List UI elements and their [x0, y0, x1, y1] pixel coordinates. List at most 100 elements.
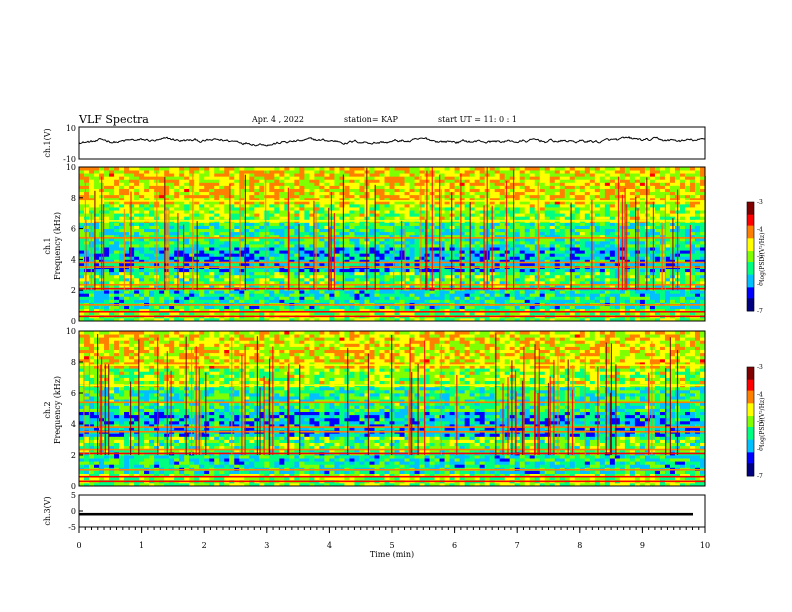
spec1-cell — [544, 305, 551, 310]
spec1-cell — [434, 271, 440, 276]
spec1-cell — [104, 225, 110, 229]
spec1-cell — [469, 268, 476, 273]
spec1-cell — [574, 225, 581, 229]
spec1-cell — [359, 280, 365, 285]
spec1-cell — [214, 244, 220, 248]
spec1-cell — [244, 247, 250, 251]
spec1-cell — [549, 253, 556, 257]
spec1-cell — [539, 244, 546, 248]
spec1-cell — [289, 277, 295, 282]
spec1-cell — [374, 231, 380, 236]
spec1-cell — [259, 262, 265, 266]
spec1-cell — [229, 262, 235, 266]
spec1-cell — [249, 231, 255, 236]
spec1-cell — [609, 225, 616, 229]
spec1-cell — [244, 228, 250, 233]
spec1-cell — [604, 197, 611, 202]
spec1-cell — [514, 308, 521, 313]
spec1-cell — [254, 253, 260, 257]
spec1-cell — [114, 268, 120, 273]
spec1-cell — [639, 210, 646, 214]
spec1-cell — [519, 274, 526, 279]
spec1-cell — [319, 231, 325, 236]
spec1-cell — [639, 256, 646, 260]
spec1-cell — [334, 228, 340, 233]
spec1-cell — [484, 296, 491, 300]
spec1-cell — [649, 280, 656, 285]
spec1-cell — [149, 210, 155, 214]
spec1-cell — [269, 296, 275, 300]
spec1-cell — [119, 256, 125, 260]
spec1-cell — [509, 197, 516, 202]
spec1-cell — [129, 290, 135, 294]
spec1-cell — [249, 290, 255, 294]
spec1-cell — [109, 284, 115, 288]
spec1-cell — [594, 231, 601, 236]
spec1-cell — [499, 308, 506, 313]
spec1-cell — [489, 290, 496, 294]
spec1-cell — [624, 299, 631, 303]
spec1-cell — [279, 284, 285, 288]
spec1-cell — [449, 293, 455, 297]
spec1-cell — [419, 237, 425, 242]
spec1-cell — [414, 271, 420, 276]
spec1-cell — [269, 237, 275, 242]
spec1-cell — [684, 280, 691, 285]
spec1-cell — [549, 308, 556, 313]
spec1-cell — [429, 290, 435, 294]
spec1-cell — [469, 296, 476, 300]
spec1-cell — [459, 305, 466, 310]
spec1-cell — [159, 299, 165, 303]
spec1-cell — [414, 237, 420, 242]
spec1-cell — [334, 200, 340, 205]
spec1-cell — [359, 244, 365, 248]
spec1-cell — [519, 280, 526, 285]
spec1-cell — [599, 262, 606, 266]
spec1-cell — [309, 210, 315, 214]
spec1-cell — [364, 293, 370, 297]
spec1-cell — [344, 250, 350, 254]
spec1-cell — [139, 234, 145, 239]
spec1-cell — [434, 244, 440, 248]
spec1-cell — [134, 247, 140, 251]
spec1-cell — [319, 200, 325, 205]
spec1-cell — [364, 290, 370, 294]
spec1-cell — [149, 308, 155, 313]
spec1-cell — [239, 296, 245, 300]
spec1-cell — [294, 262, 300, 266]
spec1-cell — [344, 268, 350, 273]
spec1-cell — [214, 256, 220, 260]
spec1-cell — [484, 299, 491, 303]
spec1-cell — [629, 210, 636, 214]
spec1-cell — [424, 293, 430, 297]
spec1-cell — [609, 299, 616, 303]
spec1-cell — [684, 284, 691, 288]
spec1-cell — [469, 203, 476, 208]
spec1-cell — [184, 200, 190, 205]
spec1-cell — [444, 296, 450, 300]
spec1-cell — [559, 293, 566, 297]
spec1-cell — [299, 305, 305, 310]
spec1-cell — [529, 271, 536, 276]
spec1-cell — [559, 296, 566, 300]
spec1-cell — [599, 293, 606, 297]
spec1-cell — [114, 234, 120, 239]
spec1-cell — [699, 262, 706, 266]
spec1-cell — [169, 317, 175, 322]
spec1-cell — [469, 228, 476, 233]
spec1-cell — [604, 210, 611, 214]
spec1-cell — [664, 222, 671, 226]
spec1-cell — [184, 244, 190, 248]
spec1-cell — [209, 247, 215, 251]
spec1-cell — [589, 284, 596, 288]
spec1-cell — [399, 305, 405, 310]
spec1-cell — [509, 311, 516, 316]
spec1-cell — [369, 203, 375, 208]
spec1-cell — [349, 268, 355, 273]
spec1-cell — [244, 207, 250, 211]
spec1-cell — [534, 271, 541, 276]
spec1-cell — [534, 256, 541, 260]
spec1-cell — [124, 274, 130, 279]
spec1-cell — [214, 203, 220, 208]
spec1-cell — [84, 200, 90, 205]
